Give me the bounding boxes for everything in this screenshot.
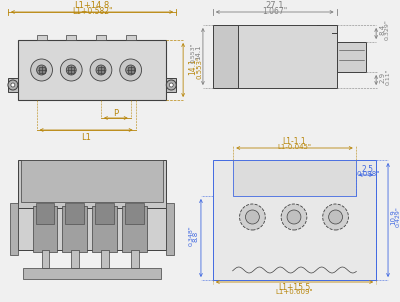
Circle shape [31, 59, 52, 81]
Bar [126, 35, 136, 40]
Circle shape [37, 65, 46, 75]
Bar [18, 208, 166, 250]
Bar [128, 67, 134, 73]
Bar [36, 203, 54, 224]
Circle shape [66, 65, 76, 75]
Text: 0.098": 0.098" [356, 171, 380, 177]
Bar [125, 203, 144, 224]
Bar [10, 203, 18, 255]
Text: L1+0.609": L1+0.609" [276, 289, 313, 295]
Text: 0.11": 0.11" [386, 69, 390, 85]
Bar [23, 268, 161, 278]
Circle shape [11, 83, 15, 87]
Text: 2.5: 2.5 [362, 165, 374, 175]
Text: P: P [113, 108, 118, 117]
Circle shape [246, 210, 259, 224]
Text: 0.553": 0.553" [197, 56, 203, 79]
Bar [213, 25, 336, 88]
Circle shape [281, 204, 307, 230]
Bar [65, 203, 84, 224]
Text: 8.4: 8.4 [379, 24, 385, 35]
Text: 27.1: 27.1 [266, 2, 284, 11]
Circle shape [120, 59, 142, 81]
Circle shape [166, 80, 176, 90]
Bar [92, 206, 117, 252]
Bar [101, 250, 109, 268]
Bar [18, 40, 166, 100]
Text: 0.348": 0.348" [188, 226, 194, 246]
Bar [62, 206, 87, 252]
Text: 14.1: 14.1 [188, 59, 198, 76]
Circle shape [169, 83, 173, 87]
Text: 14.1: 14.1 [195, 45, 201, 60]
Bar [37, 35, 46, 40]
Bar [96, 35, 106, 40]
Bar [23, 160, 161, 170]
Bar [66, 35, 76, 40]
Text: 10.9: 10.9 [390, 209, 396, 225]
Circle shape [60, 59, 82, 81]
Bar [131, 250, 138, 268]
Text: 2.9: 2.9 [379, 72, 385, 82]
Text: L1+0.582": L1+0.582" [72, 7, 112, 15]
Bar [33, 206, 58, 252]
Bar [68, 67, 74, 73]
Bar [8, 78, 18, 92]
Bar [42, 250, 50, 268]
Bar [336, 42, 366, 72]
Text: L1+15.5: L1+15.5 [278, 282, 311, 291]
Bar [166, 203, 174, 255]
Text: 0.553": 0.553" [190, 42, 196, 63]
Circle shape [287, 210, 301, 224]
Bar [21, 160, 163, 202]
Text: 0.429": 0.429" [396, 207, 400, 227]
Bar [166, 78, 176, 92]
Circle shape [329, 210, 342, 224]
Bar [95, 203, 114, 224]
Circle shape [96, 65, 106, 75]
Bar [98, 67, 104, 73]
Text: 1.067": 1.067" [262, 7, 287, 15]
Bar [122, 206, 146, 252]
Polygon shape [213, 25, 238, 88]
Text: 0.329": 0.329" [384, 19, 390, 40]
Circle shape [323, 204, 348, 230]
Circle shape [240, 204, 265, 230]
Bar [213, 160, 376, 280]
Text: L1-0.045": L1-0.045" [278, 144, 312, 150]
Text: L1+14.8: L1+14.8 [74, 2, 110, 11]
Circle shape [126, 65, 136, 75]
Bar [71, 250, 79, 268]
Circle shape [8, 80, 18, 90]
Bar [18, 160, 166, 208]
Text: L1-1.1: L1-1.1 [283, 137, 306, 146]
Text: L1: L1 [81, 133, 91, 142]
Bar [233, 160, 356, 196]
Text: 8.8: 8.8 [193, 230, 199, 242]
Circle shape [90, 59, 112, 81]
Bar [39, 67, 44, 73]
